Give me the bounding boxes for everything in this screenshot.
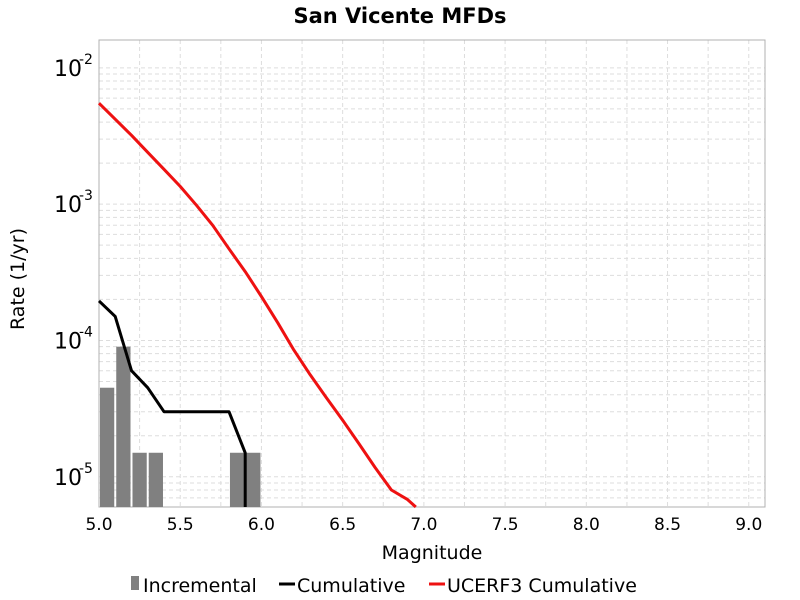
y-tick-exponent: -5 — [79, 461, 93, 477]
cumulative-line — [97, 299, 247, 507]
y-tick-label: 10 — [54, 329, 82, 354]
y-tick-labels: 10-510-410-310-2 — [54, 52, 93, 491]
incremental-bar — [229, 452, 245, 507]
x-tick-label: 8.5 — [654, 515, 681, 535]
ucerf3-cumulative-line — [97, 102, 417, 509]
x-tick-label: 6.0 — [248, 515, 275, 535]
legend-swatch-bar — [131, 576, 139, 590]
incremental-bar — [148, 452, 163, 507]
y-tick-label: 10 — [54, 466, 82, 491]
x-tick-label: 9.0 — [735, 515, 762, 535]
incremental-bars — [100, 346, 261, 507]
y-tick-label: 10 — [54, 193, 82, 218]
legend-label: Cumulative — [297, 575, 405, 597]
x-tick-label: 7.5 — [492, 515, 519, 535]
y-tick-label: 10 — [54, 57, 82, 82]
x-tick-label: 7.0 — [410, 515, 437, 535]
y-tick-exponent: -2 — [79, 52, 93, 68]
y-tick-exponent: -4 — [79, 324, 93, 340]
legend-label: UCERF3 Cumulative — [447, 575, 637, 597]
x-tick-label: 5.0 — [85, 515, 112, 535]
incremental-bar — [116, 346, 131, 507]
incremental-bar — [100, 387, 115, 507]
legend-label: Incremental — [143, 575, 257, 597]
grid — [98, 40, 765, 508]
series-lines — [97, 102, 417, 509]
x-tick-label: 5.5 — [167, 515, 194, 535]
incremental-bar — [246, 452, 261, 507]
x-tick-label: 8.0 — [573, 515, 600, 535]
x-axis-label: Magnitude — [382, 542, 483, 564]
plot-area — [98, 39, 766, 508]
y-tick-exponent: -3 — [79, 188, 93, 204]
x-tick-label: 6.5 — [329, 515, 356, 535]
chart-title: San Vicente MFDs — [293, 4, 506, 28]
x-tick-labels: 5.0 5.5 6.0 6.5 7.0 7.5 8.0 8.5 9.0 — [85, 515, 762, 535]
legend: Incremental Cumulative UCERF3 Cumulative — [131, 575, 637, 597]
incremental-bar — [132, 452, 147, 507]
y-axis-label: Rate (1/yr) — [7, 228, 29, 330]
